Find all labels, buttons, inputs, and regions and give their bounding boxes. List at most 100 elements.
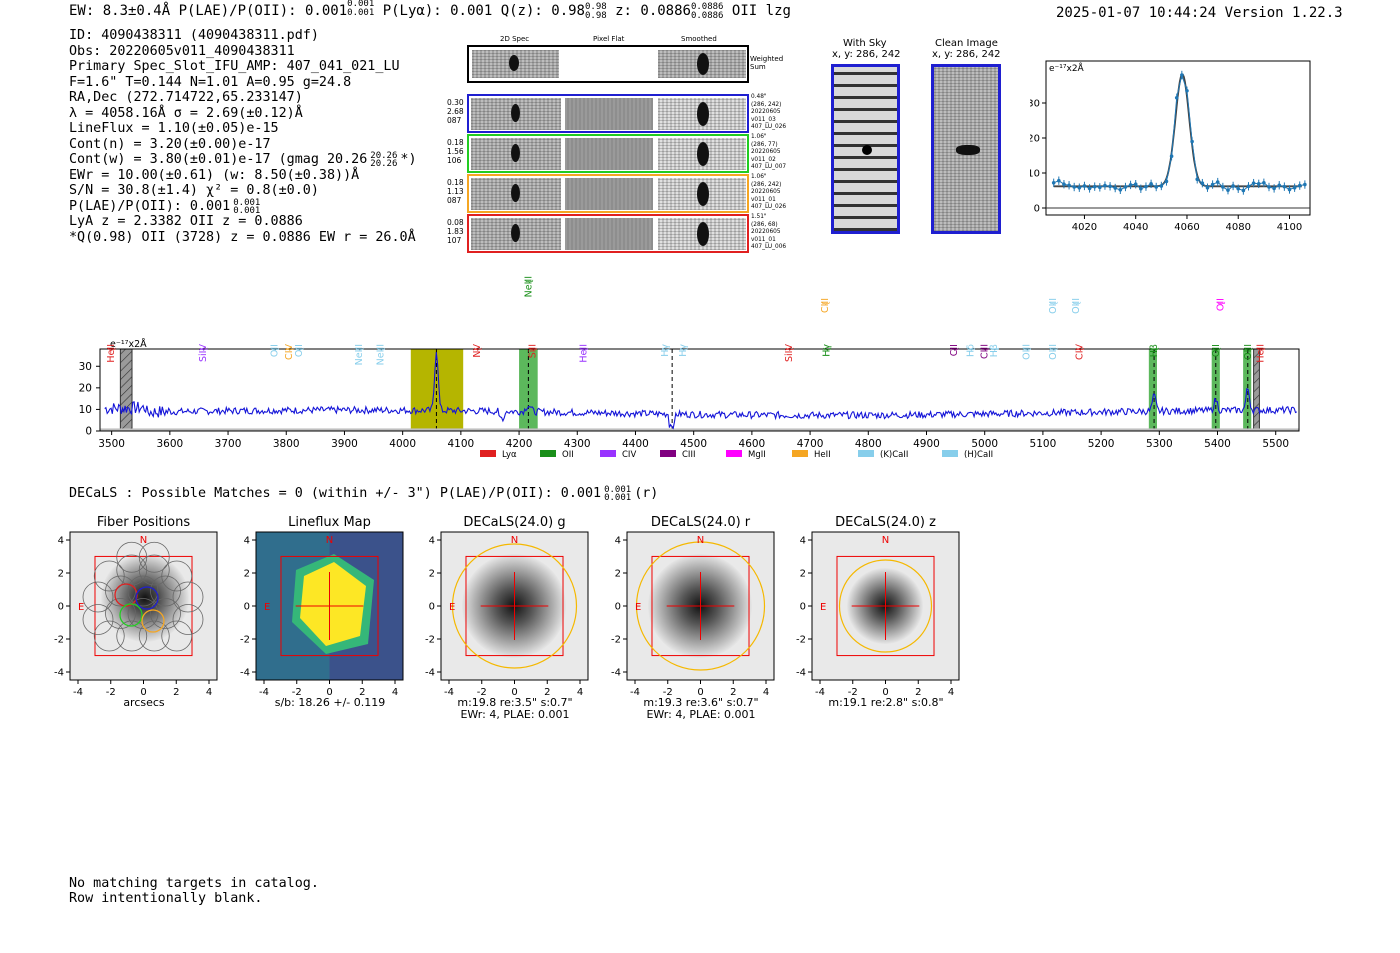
info-slot: Primary Spec_Slot_IFU_AMP: 407_041_021_L…: [69, 59, 400, 74]
cutout-ytick-label: -4: [240, 668, 250, 679]
cutout-xtick-label: 2: [173, 687, 179, 698]
fiber-circle: [105, 575, 136, 607]
cutout-subtitle: arcsecs: [123, 696, 165, 709]
line-id-bracket: {: [822, 347, 831, 352]
fit-ytick-label: 30: [1030, 99, 1040, 110]
withsky-coords: x, y: 286, 242: [832, 49, 901, 60]
spec2d-row-meta: 1.06" (286, 242) 20220605 v011_01 407_LU_026: [751, 174, 786, 212]
line-id-bracket: {: [967, 347, 976, 352]
cutout-xtick-label: -2: [663, 687, 673, 698]
info-cont-n: Cont(n) = 3.20(±0.00)e-17: [69, 136, 271, 152]
info-radec: RA,Dec (272.714722,65.233147): [69, 90, 303, 105]
galaxy-ellipse: [635, 541, 766, 671]
cutout-xtick-label: -4: [259, 687, 269, 698]
legend-label: MgII: [748, 450, 766, 460]
spectrum-xtick-label: 5200: [1088, 438, 1115, 450]
spec2d-row: [467, 134, 749, 173]
line-id-bracket: {: [785, 347, 794, 352]
fit-data-point: [1267, 185, 1271, 189]
fit-ytick-label: 0: [1034, 204, 1040, 215]
cutout-xtick-label: 4: [763, 687, 769, 698]
legend-swatch: [540, 450, 556, 457]
blank-row-note: Row intentionally blank.: [69, 891, 263, 906]
weighted-sum-row: [467, 45, 749, 83]
spec2d-row-meta: 1.06" (286, 77) 20220605 v011_02 407_LU_007: [751, 134, 786, 172]
fit-data-point: [1118, 188, 1123, 192]
spec2d-meta: (286, 77): [751, 141, 778, 148]
line-id-bracket: {: [821, 301, 830, 306]
cutout-xtick-label: 2: [359, 687, 365, 698]
cutout-xtick-label: 2: [544, 687, 550, 698]
spectrum-band: [119, 348, 133, 432]
cutout-xtick-label: -4: [630, 687, 640, 698]
east-label: E: [449, 602, 455, 613]
spec2d-stat: 1.13: [447, 187, 464, 196]
east-label: E: [635, 602, 641, 613]
withsky-image: [831, 64, 900, 234]
aperture-box: [651, 555, 750, 657]
spec2d-col-title: 2D Spec: [500, 35, 530, 43]
cutout-ytick-label: 0: [429, 602, 435, 613]
legend-label: OII: [562, 450, 574, 460]
cutout-xtick-label: 2: [915, 687, 921, 698]
fiber-circle: [150, 598, 181, 629]
line-id-bracket: {: [1216, 301, 1225, 306]
galaxy-ellipse: [451, 543, 578, 669]
fit-data-point: [1231, 184, 1235, 188]
east-label: E: [78, 602, 84, 613]
cutout-ytick-label: 4: [800, 536, 806, 547]
cutout-subtitle: m:19.8 re:3.5" s:0.7": [457, 696, 573, 709]
spectrum-line: [104, 352, 1298, 430]
spec2d-meta: 407_LU_006: [751, 244, 787, 250]
line-id-bracket: {: [1257, 347, 1266, 352]
line-id-label: SiIV: [784, 344, 795, 362]
cutout-panel: DECaLS(24.0) g N E -4 -4 -2 -2 0 0 2 2 4 4: [425, 515, 589, 698]
fit-xtick-label: 4060: [1174, 222, 1199, 233]
cutout-ytick-label: 0: [800, 602, 806, 613]
cutout-title: DECaLS(24.0) r: [651, 515, 751, 530]
north-label: N: [140, 535, 147, 546]
cutout-panel: Lineflux Map N E -4 -4 -2 -2 0 0 2 2 4 4: [240, 515, 404, 698]
spec2d-meta: v011_02: [751, 156, 776, 163]
spec2d-meta: 407_LU_026: [751, 204, 787, 210]
spectrum-xtick-label: 5300: [1146, 438, 1173, 450]
cutout-ytick-label: 4: [615, 536, 621, 547]
line-id-label: Hγ: [821, 344, 832, 357]
fit-data-point: [1051, 181, 1056, 185]
legend-swatch: [600, 450, 616, 457]
cutout-ytick-label: -4: [54, 668, 64, 679]
spectrum-xtick-label: 4800: [855, 438, 882, 450]
cutout-ytick-label: -2: [425, 635, 435, 646]
clean-title: Clean Image: [935, 38, 998, 49]
detection-info: ID: 4090438311 (4090438311.pdf) Obs: 202…: [69, 28, 417, 245]
cutout-panel: Fiber Positions N E -4 -4 -2 -2 0 0 2 2 4 4: [54, 515, 218, 698]
line-id-label: CIII: [820, 298, 831, 313]
fit-unit-label: e⁻¹⁷x2Å: [1049, 62, 1085, 74]
cutout-xtick-label: 4: [392, 687, 398, 698]
cutout-ytick-label: -2: [54, 635, 64, 646]
line-id-label: Hδ: [966, 344, 977, 357]
cutout-title: Lineflux Map: [288, 515, 371, 530]
cutout-xtick-label: 0: [511, 687, 517, 698]
legend-swatch: [726, 450, 742, 457]
line-id-label: SiIV: [198, 344, 209, 362]
cutout-ytick-label: 0: [58, 602, 64, 613]
line-id-bracket: {: [679, 347, 688, 352]
cutout-subtitle: m:19.3 re:3.6" s:0.7": [643, 696, 759, 709]
fit-data-point: [1215, 180, 1220, 184]
spec2d-meta: v011_03: [751, 116, 776, 123]
full-spectrum-plot: 3500 3600 3700 3800 3900 4000 4100 4200 4300 4400…: [79, 276, 1300, 460]
fit-data-point: [1195, 177, 1200, 182]
line-id-label: OII: [294, 344, 305, 357]
spectrum-ytick-label: 20: [79, 382, 92, 394]
spectrum-xtick-label: 5100: [1030, 438, 1057, 450]
spec2d-row-meta: 0.48" (286, 242) 20220605 v011_03 407_LU_026: [751, 94, 786, 132]
east-label: E: [820, 602, 826, 613]
legend-label: CIII: [682, 450, 695, 460]
spec2d-meta: (286, 242): [751, 181, 782, 188]
cutout-subtitle-2: EWr: 4, PLAE: 0.001: [646, 708, 756, 721]
cutout-ytick-label: -2: [611, 635, 621, 646]
line-id-label: CIII: [980, 344, 991, 359]
fit-data-point: [1133, 182, 1138, 186]
fit-data-point: [1092, 184, 1097, 189]
